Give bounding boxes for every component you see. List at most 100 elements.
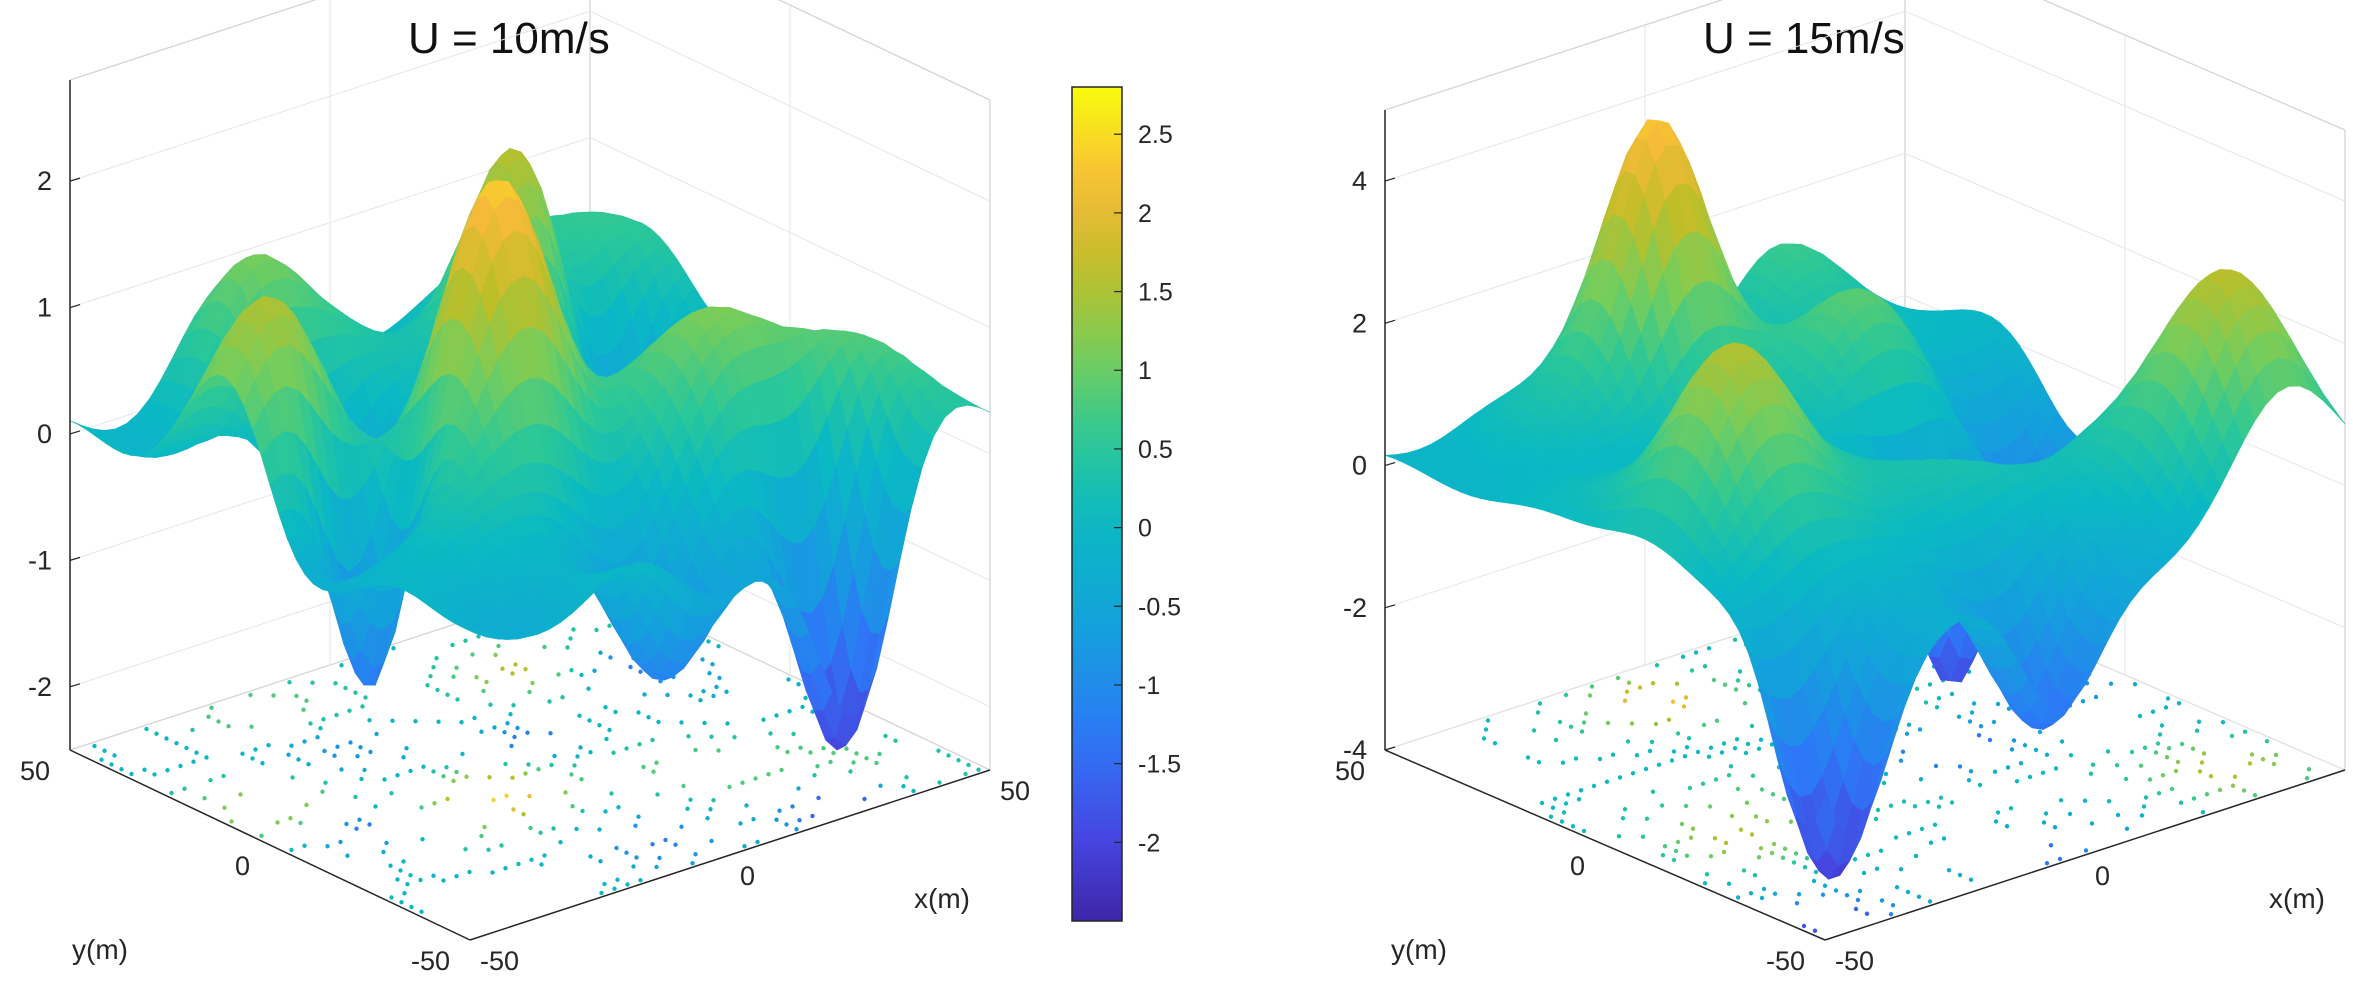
contour-point bbox=[355, 754, 360, 759]
contour-point bbox=[779, 767, 784, 773]
contour-point bbox=[513, 662, 518, 667]
contour-point bbox=[844, 746, 849, 751]
contour-point bbox=[1978, 724, 1984, 729]
contour-point bbox=[631, 864, 636, 869]
contour-point bbox=[343, 685, 348, 691]
contour-point bbox=[2022, 743, 2028, 748]
contour-point bbox=[1581, 720, 1587, 725]
contour-point bbox=[1923, 700, 1929, 705]
contour-point bbox=[1673, 848, 1679, 854]
contour-point bbox=[2142, 745, 2148, 750]
contour-point bbox=[575, 754, 580, 759]
contour-point bbox=[1956, 714, 1962, 719]
y-tick-label: 50 bbox=[20, 756, 50, 786]
contour-point bbox=[482, 824, 487, 830]
contour-point bbox=[862, 796, 867, 802]
contour-point bbox=[1656, 762, 1662, 767]
contour-point bbox=[1679, 821, 1685, 827]
contour-point bbox=[536, 767, 541, 772]
contour-point bbox=[441, 774, 446, 779]
contour-point bbox=[320, 789, 325, 794]
contour-point bbox=[238, 792, 243, 797]
contour-point bbox=[1649, 739, 1655, 745]
contour-point bbox=[525, 730, 530, 735]
contour-point bbox=[2048, 843, 2054, 848]
contour-point bbox=[579, 777, 584, 782]
contour-point bbox=[315, 735, 320, 740]
contour-point bbox=[1637, 685, 1643, 690]
contour-point bbox=[391, 646, 396, 651]
contour-point bbox=[1743, 750, 1749, 756]
contour-point bbox=[368, 749, 373, 755]
contour-point bbox=[710, 662, 715, 667]
contour-point bbox=[2217, 787, 2223, 793]
contour-point bbox=[1844, 893, 1850, 898]
contour-point bbox=[460, 751, 465, 757]
contour-point bbox=[603, 705, 608, 710]
contour-point bbox=[310, 680, 315, 685]
contour-point bbox=[2083, 848, 2089, 853]
contour-point bbox=[1741, 868, 1747, 873]
contour-point bbox=[528, 825, 533, 831]
contour-point bbox=[472, 715, 477, 721]
contour-point bbox=[791, 731, 796, 737]
grid-line bbox=[69, 10, 991, 202]
contour-point bbox=[2138, 763, 2144, 768]
contour-point bbox=[877, 751, 882, 757]
contour-point bbox=[1820, 892, 1826, 897]
contour-point bbox=[1531, 728, 1537, 733]
contour-point bbox=[1714, 718, 1720, 723]
contour-point bbox=[1559, 819, 1565, 824]
contour-point bbox=[577, 713, 582, 718]
contour-point bbox=[1674, 681, 1680, 686]
contour-point bbox=[2141, 804, 2147, 809]
contour-point bbox=[1563, 801, 1569, 806]
contour-point bbox=[864, 756, 869, 761]
contour-point bbox=[289, 847, 294, 853]
contour-point bbox=[794, 827, 799, 832]
contour-point bbox=[286, 752, 291, 757]
contour-point bbox=[208, 778, 213, 783]
contour-point bbox=[515, 725, 520, 731]
contour-point bbox=[1605, 720, 1611, 726]
contour-point bbox=[1738, 827, 1744, 832]
contour-point bbox=[565, 645, 570, 650]
contour-point bbox=[638, 669, 643, 674]
contour-point bbox=[552, 753, 557, 759]
contour-point bbox=[260, 761, 265, 766]
contour-point bbox=[1927, 682, 1933, 687]
contour-point bbox=[496, 643, 501, 649]
contour-point bbox=[1726, 881, 1732, 886]
z-tick bbox=[69, 683, 81, 688]
contour-point bbox=[1734, 737, 1740, 742]
contour-point bbox=[1483, 727, 1489, 732]
contour-point bbox=[1550, 805, 1556, 810]
contour-point bbox=[1917, 727, 1923, 732]
contour-point bbox=[2006, 706, 2012, 711]
contour-point bbox=[755, 839, 760, 845]
colorbar-tick-label: -2 bbox=[1138, 829, 1160, 857]
contour-point bbox=[1968, 877, 1974, 882]
contour-point bbox=[1967, 719, 1973, 724]
contour-point bbox=[633, 823, 638, 828]
contour-point bbox=[1650, 789, 1656, 794]
contour-point bbox=[810, 813, 815, 819]
contour-point bbox=[1553, 737, 1559, 743]
contour-point bbox=[542, 644, 547, 650]
contour-point bbox=[358, 745, 363, 750]
contour-point bbox=[1745, 741, 1751, 747]
contour-point bbox=[1702, 664, 1708, 669]
contour-point bbox=[1630, 771, 1636, 776]
contour-point bbox=[348, 740, 353, 745]
contour-point bbox=[419, 909, 424, 914]
contour-point bbox=[1769, 742, 1775, 747]
contour-point bbox=[527, 689, 532, 695]
contour-point bbox=[1481, 736, 1487, 741]
contour-point bbox=[129, 771, 134, 777]
contour-point bbox=[2044, 752, 2050, 757]
contour-point bbox=[1771, 841, 1777, 847]
contour-point bbox=[738, 821, 743, 826]
contour-point bbox=[204, 755, 209, 760]
contour-point bbox=[716, 748, 721, 753]
contour-point bbox=[542, 853, 547, 858]
